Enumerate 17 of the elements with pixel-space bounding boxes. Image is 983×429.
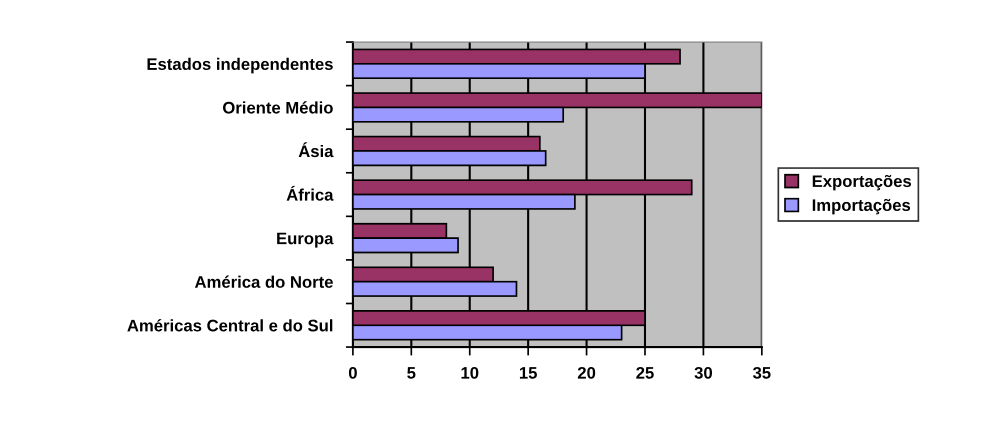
y-tick-label: Oriente Médio [223,101,333,114]
legend-label: Exportações [812,174,912,190]
x-tick-label: 35 [752,366,771,379]
x-tick-label: 10 [462,366,478,379]
x-tick-label: 0 [348,366,357,379]
y-tick-label: América do Norte [194,276,333,288]
y-tick-label: Estados independentes [148,58,333,74]
x-tick-label: 20 [578,366,596,379]
x-tick-label: 25 [636,366,654,379]
y-tick-label: Europa [277,232,334,248]
x-tick-label: 5 [407,367,416,379]
x-tick-label: 30 [694,366,712,379]
legend-label: Importações [812,198,910,214]
y-tick-label: África [286,186,334,201]
x-tick-label: 15 [520,367,537,379]
y-tick-label: Américas Central e do Sul [127,319,332,332]
y-tick-label: Ásia [298,142,334,158]
